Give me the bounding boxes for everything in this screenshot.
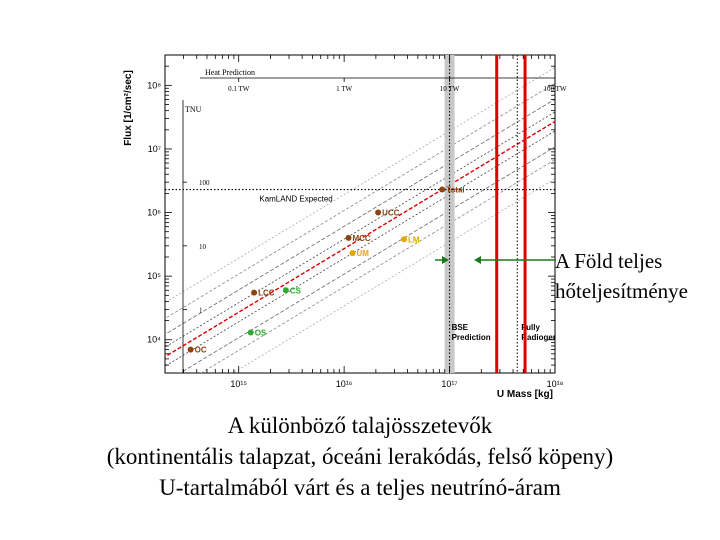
point-label-ucc: UCC [382, 209, 400, 218]
tnu-tick-label: 10 [199, 243, 207, 251]
left-arrow-head [442, 256, 449, 264]
diagonal-line [165, 120, 555, 358]
y-axis-label: Flux [1/cm²/sec] [123, 70, 134, 146]
diagonal-line [165, 82, 555, 320]
right-arrow-head [474, 256, 481, 264]
bse-band [444, 55, 455, 373]
point-total [439, 186, 446, 193]
diagonal-band-lines [165, 66, 555, 373]
tnu-tick-label: 1 [199, 306, 203, 314]
tnu-scale: TNU 100 10 1 [182, 100, 210, 373]
point-label-total: Total [446, 186, 465, 195]
annotation-line-1: A Föld teljes [555, 249, 663, 273]
slide-caption: A különböző talajösszetevők (kontinentál… [0, 410, 720, 503]
y-tick-label: 10⁶ [147, 208, 161, 218]
y-tick-label: 10⁸ [147, 80, 161, 90]
point-label-um: UM [356, 249, 369, 258]
annotation-arrows [435, 256, 556, 264]
kamland-expected-label: KamLAND Expected [259, 195, 332, 204]
heat-scale-label: 0.1 TW [228, 85, 250, 93]
axis-ticks: 10¹⁵ 10¹⁶ 10¹⁷ 10¹⁸ 10⁴ 10⁵ 10⁶ 10⁷ 10⁸ [147, 54, 564, 389]
point-label-oc: OC [195, 346, 207, 355]
x-tick-label: 10¹⁵ [230, 379, 247, 389]
plot-area [164, 54, 556, 374]
point-label-lcc: LCC [258, 289, 275, 298]
heat-scale-label: 100 TW [543, 85, 566, 93]
y-tick-label: 10⁴ [147, 335, 161, 345]
x-tick-label: 10¹⁷ [441, 379, 457, 389]
caption-line-1: A különböző talajösszetevők [227, 413, 493, 438]
annotation-line-2: hőteljesítménye [555, 279, 688, 303]
heat-scale-label: 10 TW [440, 85, 460, 93]
bse-label-2: Prediction [452, 333, 491, 342]
caption-line-2: (kontinentális talapzat, óceáni lerakódá… [106, 444, 614, 469]
diagonal-line [200, 159, 555, 373]
y-tick-label: 10⁷ [148, 144, 161, 154]
point-lcc [251, 289, 258, 296]
point-mcc [345, 234, 352, 241]
tnu-tick-label: 100 [199, 179, 210, 187]
diagonal-line [165, 98, 555, 335]
data-points: OC OS LCC CS UM MCC LM UCC Total [187, 186, 465, 355]
fully-radiogenic-label-1: Fully [521, 323, 540, 332]
tnu-scale-title: TNU [185, 105, 202, 114]
point-oc [187, 346, 194, 353]
point-um [349, 250, 356, 257]
heat-scale-title: Heat Prediction [205, 68, 255, 77]
point-label-lm: LM [408, 235, 420, 244]
point-ucc [375, 209, 382, 216]
point-label-cs: CS [290, 286, 302, 295]
point-os [247, 329, 254, 336]
point-label-os: OS [255, 328, 267, 337]
earth-heat-annotation: A Föld teljes hőteljesítménye [555, 246, 688, 306]
x-tick-label: 10¹⁸ [547, 379, 564, 389]
diagonal-line [179, 146, 555, 373]
point-cs [282, 287, 289, 294]
y-tick-label: 10⁵ [147, 271, 161, 281]
point-lm [401, 236, 408, 243]
earth-heat-bounds [495, 55, 527, 373]
bse-label-1: BSE [452, 323, 469, 332]
fully-radiogenic-label-2: Radiogenic [521, 333, 565, 342]
heat-scale-label: 1 TW [336, 85, 352, 93]
caption-line-3: U-tartalmából várt és a teljes neutrínó-… [159, 475, 561, 500]
x-tick-label: 10¹⁶ [336, 379, 353, 389]
x-axis-label: U Mass [kg] [497, 389, 553, 400]
point-label-mcc: MCC [352, 234, 370, 243]
